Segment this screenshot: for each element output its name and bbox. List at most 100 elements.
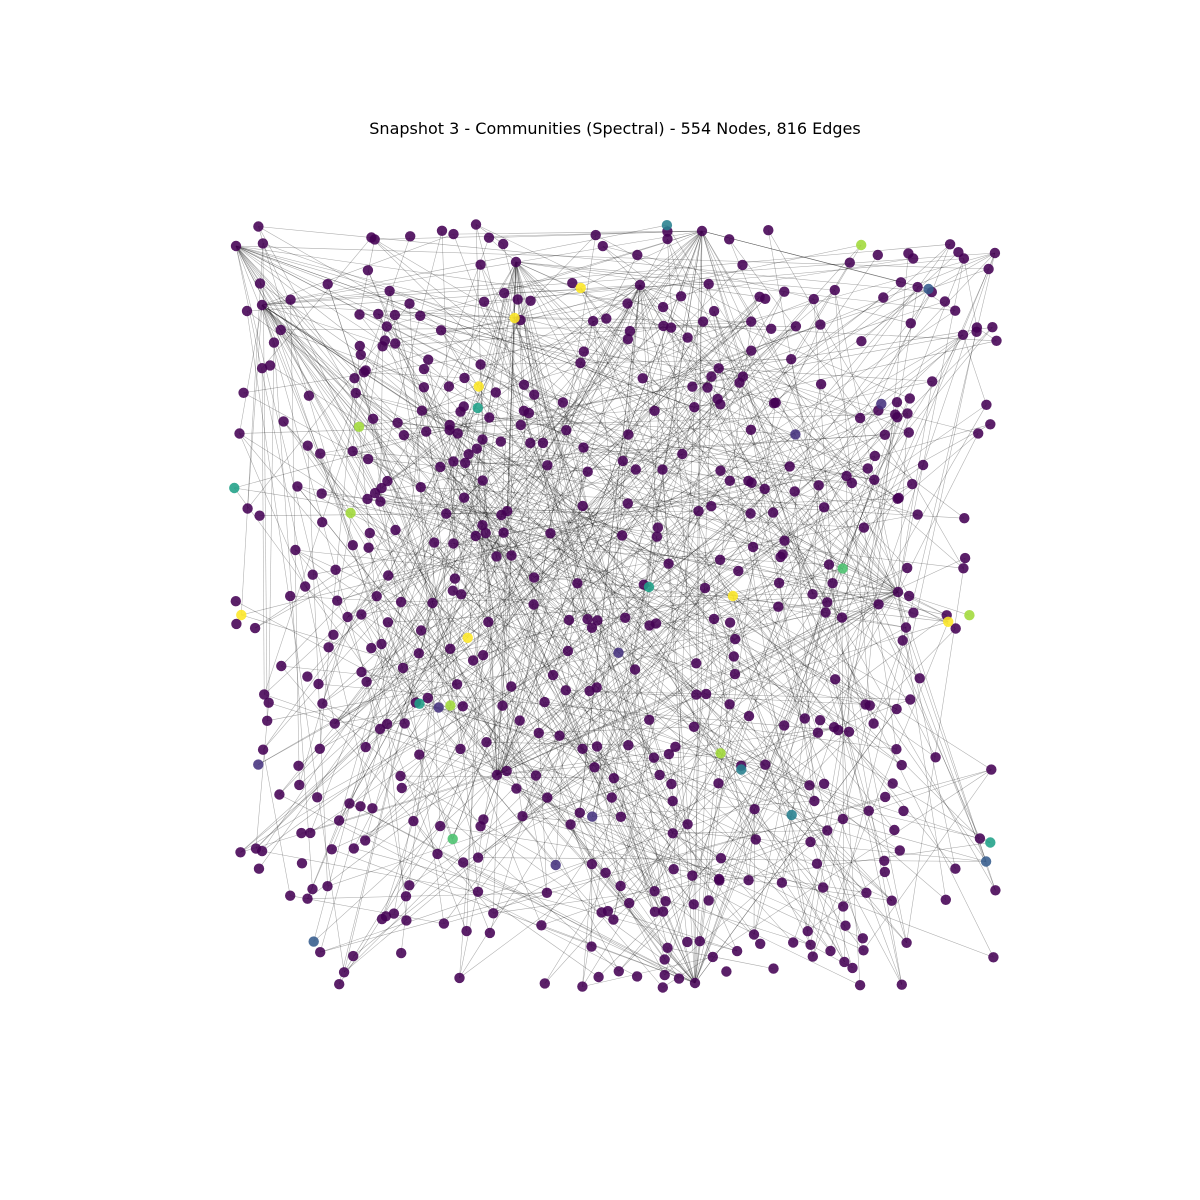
graph-edge (420, 486, 965, 519)
graph-edge (322, 703, 994, 958)
graph-edge (496, 606, 779, 776)
graph-node (721, 966, 732, 977)
graph-edge (460, 748, 580, 814)
graph-node (353, 421, 365, 432)
graph-node (396, 947, 407, 959)
graph-node (452, 428, 463, 439)
graph-edge (694, 708, 897, 984)
graph-node (575, 282, 586, 294)
graph-edge (235, 245, 373, 809)
graph-node (477, 434, 488, 445)
graph-edge (234, 487, 899, 593)
graph-edge (748, 809, 755, 881)
graph-edge (452, 705, 503, 839)
graph-node (502, 505, 513, 517)
graph-node (622, 498, 633, 509)
graph-node (435, 820, 446, 832)
graph-node (784, 461, 795, 472)
graph-edge (496, 559, 721, 776)
graph-node (305, 827, 316, 839)
graph-node (799, 713, 810, 724)
graph-edge (240, 468, 868, 853)
graph-node (501, 765, 512, 777)
graph-edge (262, 442, 531, 750)
graph-edge (290, 299, 300, 785)
graph-edge (375, 492, 947, 616)
graph-edge (386, 230, 703, 327)
graph-edge (496, 471, 588, 776)
graph-node (620, 612, 631, 623)
graph-edge (241, 243, 264, 616)
graph-edge (577, 298, 815, 584)
graph-node (235, 847, 246, 858)
graph-node (657, 464, 668, 475)
graph-edge (592, 699, 911, 817)
graph-node (445, 700, 456, 711)
graph-node (457, 701, 468, 712)
graph-edge (334, 514, 502, 724)
graph-node (862, 463, 873, 474)
graph-edge (353, 719, 650, 957)
graph-edge (732, 595, 853, 968)
graph-edge (515, 261, 629, 435)
graph-node (587, 315, 599, 327)
graph-node (904, 393, 915, 404)
graph-edge (234, 487, 481, 827)
graph-node (724, 699, 735, 710)
graph-node (809, 795, 820, 807)
graph-edge (566, 284, 641, 431)
graph-edge (515, 261, 569, 652)
graph-node (344, 798, 355, 809)
graph-edge (664, 485, 819, 976)
graph-node (597, 240, 608, 252)
graph-node (230, 596, 241, 607)
graph-node (659, 969, 670, 981)
graph-edge (694, 656, 735, 984)
graph-edge (254, 326, 797, 629)
graph-node (491, 551, 502, 562)
graph-edge (305, 586, 507, 772)
graph-node (988, 952, 999, 963)
graph-edge (504, 283, 709, 294)
graph-node (249, 622, 261, 634)
graph-node (827, 578, 838, 589)
graph-node (360, 741, 371, 753)
graph-node (342, 611, 353, 623)
graph-edge (523, 298, 814, 412)
graph-node (423, 354, 434, 365)
graph-node (820, 607, 831, 618)
graph-node (746, 345, 757, 356)
graph-edge (440, 825, 867, 894)
graph-node (713, 778, 724, 789)
graph-edge (728, 239, 913, 485)
graph-node (354, 340, 365, 352)
graph-edge (591, 407, 695, 817)
graph-edge (486, 741, 629, 746)
graph-edge (565, 690, 815, 802)
graph-edge (352, 450, 914, 613)
graph-edge (457, 433, 821, 721)
graph-edge (281, 665, 494, 914)
graph-edge (483, 301, 674, 834)
graph-edge (846, 476, 850, 732)
graph-node (542, 792, 553, 803)
graph-edge (533, 470, 721, 578)
graph-edge (338, 820, 696, 984)
graph-node (814, 715, 826, 726)
graph-node (768, 963, 779, 974)
graph-edge (480, 826, 696, 984)
graph-node (405, 231, 416, 242)
graph-edge (593, 320, 861, 419)
graph-edge (782, 291, 933, 555)
graph-node (381, 321, 392, 332)
graph-node (773, 601, 784, 612)
graph-node (586, 858, 598, 870)
graph-node (484, 927, 496, 939)
graph-node (896, 979, 907, 990)
graph-node (786, 354, 797, 365)
graph-edge (365, 404, 987, 841)
graph-edge (318, 683, 850, 733)
graph-node (471, 443, 482, 454)
graph-node (714, 554, 726, 565)
graph-edge (363, 372, 465, 379)
